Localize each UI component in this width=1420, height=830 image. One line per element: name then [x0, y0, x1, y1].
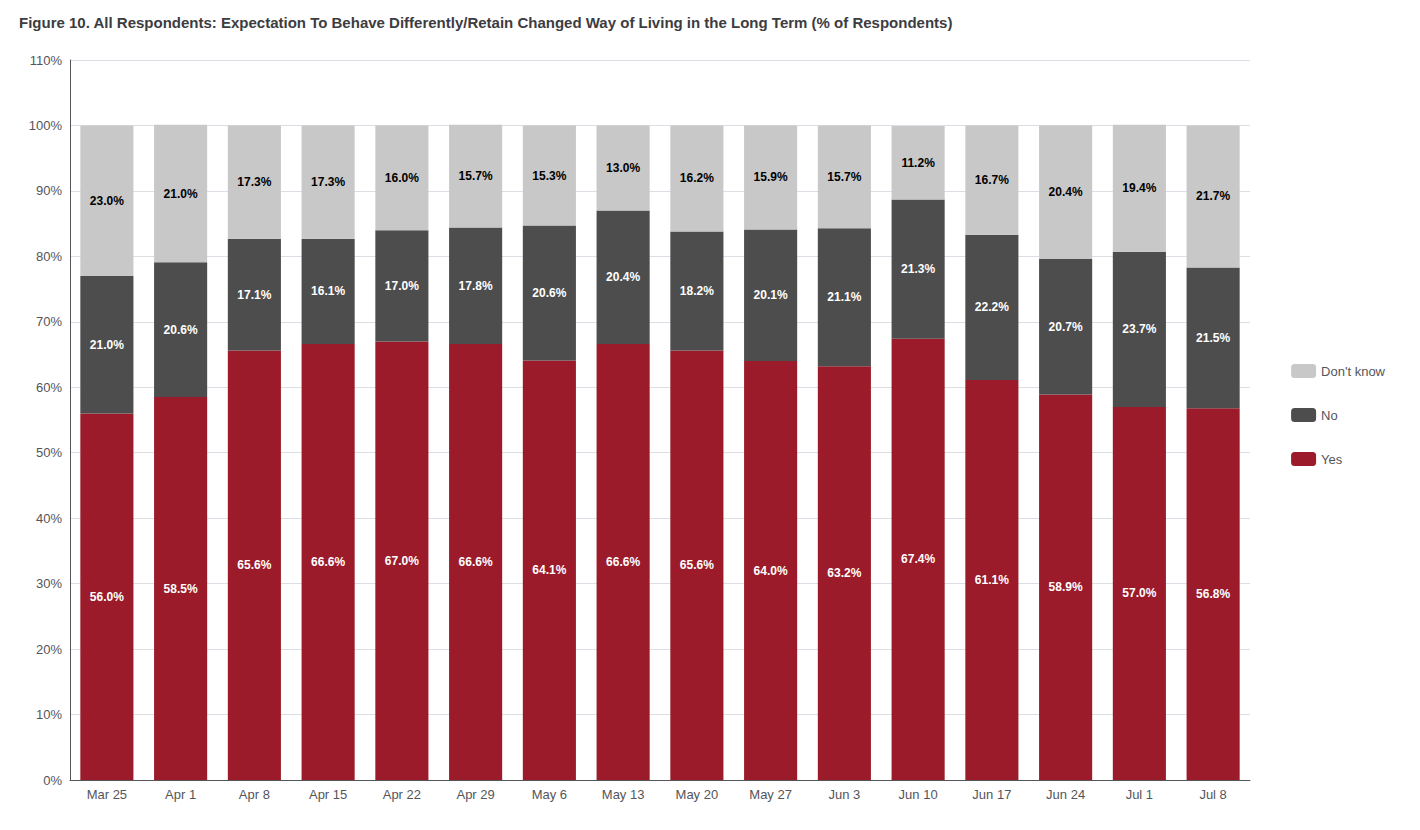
svg-text:64.0%: 64.0% — [754, 564, 788, 578]
svg-text:15.7%: 15.7% — [459, 169, 493, 183]
svg-text:56.8%: 56.8% — [1196, 587, 1230, 601]
svg-text:Don't know: Don't know — [1321, 364, 1386, 379]
svg-text:Apr 8: Apr 8 — [239, 787, 270, 802]
svg-text:21.7%: 21.7% — [1196, 189, 1230, 203]
svg-text:Yes: Yes — [1321, 452, 1343, 467]
svg-text:57.0%: 57.0% — [1122, 586, 1156, 600]
svg-text:58.5%: 58.5% — [164, 582, 198, 596]
svg-text:20.1%: 20.1% — [754, 288, 788, 302]
svg-text:15.3%: 15.3% — [532, 169, 566, 183]
svg-text:65.6%: 65.6% — [237, 558, 271, 572]
svg-text:Mar 25: Mar 25 — [87, 787, 127, 802]
svg-text:23.0%: 23.0% — [90, 194, 124, 208]
svg-text:58.9%: 58.9% — [1049, 580, 1083, 594]
svg-text:Figure 10. All Respondents: Ex: Figure 10. All Respondents: Expectation … — [19, 14, 952, 31]
svg-text:64.1%: 64.1% — [532, 563, 566, 577]
svg-text:66.6%: 66.6% — [311, 555, 345, 569]
svg-text:90%: 90% — [36, 183, 62, 198]
svg-text:May 6: May 6 — [532, 787, 567, 802]
svg-text:10%: 10% — [36, 707, 62, 722]
svg-text:65.6%: 65.6% — [680, 558, 714, 572]
svg-text:Jun 3: Jun 3 — [828, 787, 860, 802]
svg-text:Jul 8: Jul 8 — [1199, 787, 1226, 802]
svg-text:100%: 100% — [29, 118, 63, 133]
svg-text:18.2%: 18.2% — [680, 284, 714, 298]
svg-text:16.1%: 16.1% — [311, 284, 345, 298]
svg-text:17.3%: 17.3% — [237, 175, 271, 189]
svg-text:May 13: May 13 — [602, 787, 645, 802]
svg-text:21.3%: 21.3% — [901, 262, 935, 276]
svg-text:20.4%: 20.4% — [606, 270, 640, 284]
svg-text:15.9%: 15.9% — [754, 170, 788, 184]
svg-text:Jun 17: Jun 17 — [972, 787, 1011, 802]
svg-text:21.0%: 21.0% — [90, 338, 124, 352]
svg-text:11.2%: 11.2% — [901, 156, 935, 170]
svg-text:67.0%: 67.0% — [385, 554, 419, 568]
svg-text:0%: 0% — [43, 773, 62, 788]
svg-text:May 27: May 27 — [749, 787, 792, 802]
svg-text:56.0%: 56.0% — [90, 590, 124, 604]
svg-text:66.6%: 66.6% — [459, 555, 493, 569]
svg-text:66.6%: 66.6% — [606, 555, 640, 569]
svg-text:63.2%: 63.2% — [827, 566, 861, 580]
svg-text:Jul 1: Jul 1 — [1126, 787, 1153, 802]
svg-text:60%: 60% — [36, 380, 62, 395]
svg-text:May 20: May 20 — [676, 787, 719, 802]
svg-text:16.0%: 16.0% — [385, 171, 419, 185]
svg-text:16.7%: 16.7% — [975, 173, 1009, 187]
svg-text:15.7%: 15.7% — [827, 170, 861, 184]
svg-text:Jun 10: Jun 10 — [899, 787, 938, 802]
svg-text:21.1%: 21.1% — [827, 290, 861, 304]
svg-text:20.6%: 20.6% — [164, 323, 198, 337]
svg-text:80%: 80% — [36, 249, 62, 264]
svg-text:No: No — [1321, 408, 1338, 423]
svg-text:17.1%: 17.1% — [237, 288, 271, 302]
svg-text:30%: 30% — [36, 576, 62, 591]
svg-text:50%: 50% — [36, 445, 62, 460]
svg-text:70%: 70% — [36, 314, 62, 329]
svg-text:Jun 24: Jun 24 — [1046, 787, 1085, 802]
svg-text:23.7%: 23.7% — [1122, 322, 1156, 336]
svg-text:61.1%: 61.1% — [975, 573, 1009, 587]
svg-text:17.0%: 17.0% — [385, 279, 419, 293]
svg-text:Apr 15: Apr 15 — [309, 787, 347, 802]
svg-text:Apr 22: Apr 22 — [383, 787, 421, 802]
svg-text:67.4%: 67.4% — [901, 552, 935, 566]
svg-text:20.7%: 20.7% — [1049, 320, 1083, 334]
svg-text:40%: 40% — [36, 511, 62, 526]
svg-text:Apr 1: Apr 1 — [165, 787, 196, 802]
svg-text:20.4%: 20.4% — [1049, 185, 1083, 199]
svg-text:16.2%: 16.2% — [680, 171, 714, 185]
svg-text:21.0%: 21.0% — [164, 187, 198, 201]
svg-text:21.5%: 21.5% — [1196, 331, 1230, 345]
svg-text:17.8%: 17.8% — [459, 279, 493, 293]
svg-text:19.4%: 19.4% — [1122, 181, 1156, 195]
svg-text:13.0%: 13.0% — [606, 161, 640, 175]
svg-text:110%: 110% — [30, 53, 63, 68]
svg-text:17.3%: 17.3% — [311, 175, 345, 189]
svg-text:20%: 20% — [36, 642, 62, 657]
svg-text:20.6%: 20.6% — [532, 286, 566, 300]
svg-text:22.2%: 22.2% — [975, 300, 1009, 314]
svg-text:Apr 29: Apr 29 — [456, 787, 494, 802]
